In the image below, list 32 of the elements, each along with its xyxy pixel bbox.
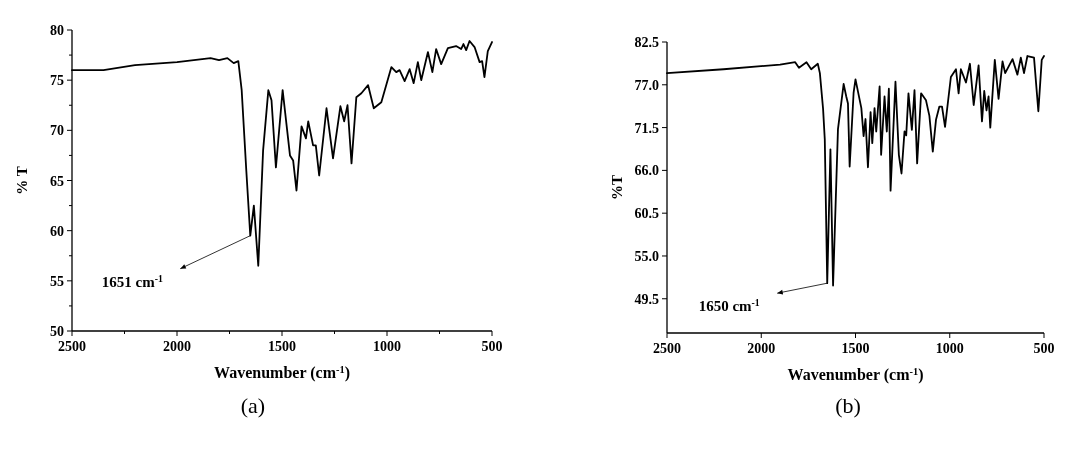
x-tick-label: 2000 <box>747 341 776 356</box>
text: (a) <box>240 393 266 418</box>
y-tick-label: 66.0 <box>634 163 659 179</box>
y-tick-label: 71.5 <box>634 120 659 136</box>
x-tick-label: 500 <box>481 339 503 354</box>
annotation: 1651 cm$^{-1}$ <box>101 272 163 290</box>
x-axis-title: Wavenumber (cm$^{-1}$) <box>787 365 924 384</box>
x-tick-label: 1000 <box>935 341 964 356</box>
x-tick-label: 1500 <box>268 339 296 354</box>
x-tick-label: 2000 <box>163 339 191 354</box>
y-tick-label: 60 <box>50 223 64 239</box>
y-tick-label: 50 <box>50 324 64 339</box>
y-tick-label: 60.5 <box>634 206 659 222</box>
text: (b) <box>835 393 861 418</box>
x-tick-label: 2500 <box>653 341 681 356</box>
y-tick-label: 49.5 <box>634 291 659 307</box>
y-tick-label: 82.5 <box>634 35 659 50</box>
x-tick-label: 1500 <box>841 341 870 356</box>
y-axis-title: % T <box>14 166 30 195</box>
x-axis-title: Wavenumber (cm$^{-1}$) <box>214 363 350 382</box>
x-tick-label: 500 <box>1033 341 1055 356</box>
y-tick-label: 75 <box>50 73 64 89</box>
y-tick-label: 77.0 <box>634 77 659 93</box>
y-axis-title: %T <box>609 174 625 201</box>
x-tick-label: 1000 <box>373 339 401 354</box>
x-tick-label: 2500 <box>58 339 86 354</box>
y-tick-label: 55.0 <box>634 248 659 264</box>
y-tick-label: 80 <box>50 23 64 38</box>
y-tick-label: 65 <box>50 173 64 189</box>
y-tick-label: 70 <box>50 123 64 139</box>
annotation: 1650 cm$^{-1}$ <box>698 296 760 315</box>
y-tick-label: 55 <box>50 273 64 289</box>
